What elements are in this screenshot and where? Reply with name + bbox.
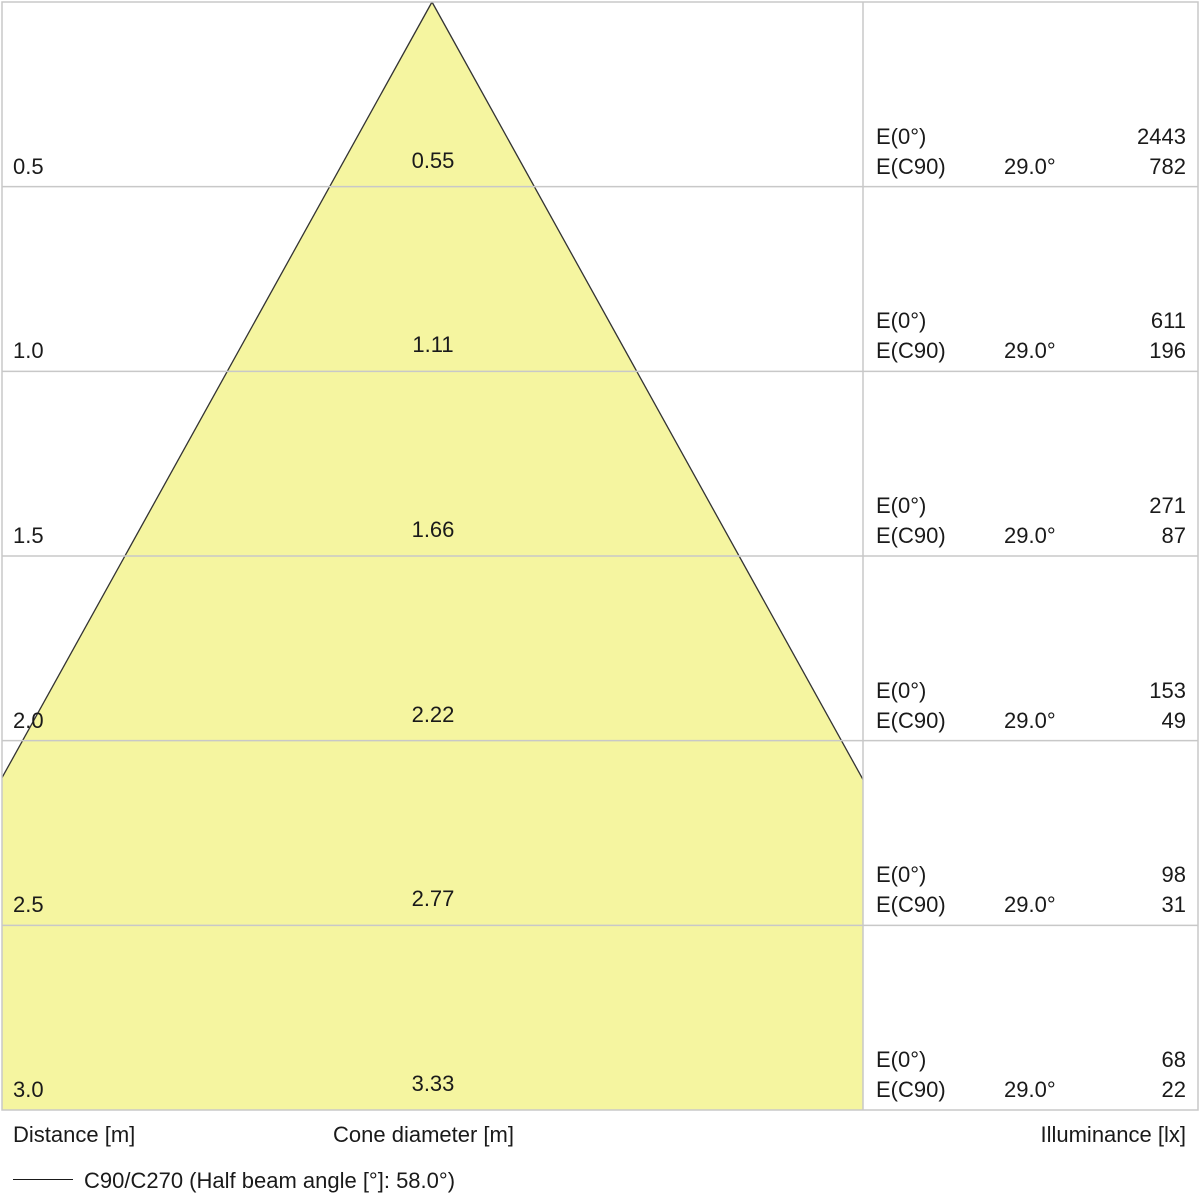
distance-value: 2.0 (13, 707, 44, 733)
ec90-value: 782 (1149, 153, 1186, 179)
e0-value: 68 (1161, 1047, 1186, 1072)
e0-value: 98 (1161, 862, 1186, 888)
distance-value: 1.0 (13, 338, 44, 364)
ec90-angle: 29.0° (1004, 338, 1056, 364)
ec90-value: 87 (1161, 523, 1186, 548)
cone-diameter-value: 0.55 (411, 147, 455, 173)
e0-label: E(0°) (876, 308, 927, 334)
cone-edge-left (1, 1, 433, 779)
legend-text: C90/C270 (Half beam angle [°]: 58.0°) (84, 1168, 456, 1193)
ec90-value: 196 (1149, 338, 1186, 364)
illuminance-axis-label: Illuminance [lx] (1040, 1122, 1186, 1147)
cone-diameter-value: 1.11 (412, 332, 454, 358)
legend-line-icon (13, 1179, 73, 1180)
cone-diameter-value: 2.22 (411, 701, 455, 727)
cone-edge-right (431, 1, 864, 780)
ec90-angle: 29.0° (1004, 892, 1056, 918)
e0-label: E(0°) (876, 493, 927, 518)
e0-label: E(0°) (876, 862, 927, 888)
ec90-label: E(C90) (876, 1077, 946, 1102)
ec90-angle: 29.0° (1004, 153, 1056, 179)
ec90-angle: 29.0° (1004, 707, 1056, 733)
ec90-angle: 29.0° (1004, 1077, 1056, 1102)
e0-value: 153 (1149, 677, 1186, 703)
e0-label: E(0°) (876, 1047, 927, 1072)
diameter-axis-label: Cone diameter [m] (333, 1122, 514, 1147)
distance-axis-label: Distance [m] (13, 1122, 136, 1147)
cone-diameter-value: 2.77 (411, 886, 455, 912)
ec90-value: 22 (1161, 1077, 1186, 1102)
cone-diameter-value: 3.33 (411, 1071, 455, 1096)
ec90-label: E(C90) (876, 892, 946, 918)
ec90-value: 31 (1161, 892, 1186, 918)
e0-label: E(0°) (876, 677, 927, 703)
distance-value: 0.5 (13, 153, 44, 179)
ec90-label: E(C90) (876, 153, 946, 179)
e0-value: 271 (1149, 493, 1186, 518)
ec90-angle: 29.0° (1004, 523, 1056, 548)
ec90-label: E(C90) (876, 707, 946, 733)
e0-label: E(0°) (876, 123, 927, 149)
e0-value: 2443 (1137, 123, 1186, 149)
ec90-value: 49 (1161, 707, 1186, 733)
distance-value: 3.0 (13, 1077, 44, 1102)
distance-value: 2.5 (13, 892, 44, 918)
e0-value: 611 (1150, 308, 1186, 334)
distance-value: 1.5 (13, 523, 44, 548)
ec90-label: E(C90) (876, 338, 946, 364)
cone-diameter-value: 1.66 (411, 517, 455, 542)
ec90-label: E(C90) (876, 523, 946, 548)
